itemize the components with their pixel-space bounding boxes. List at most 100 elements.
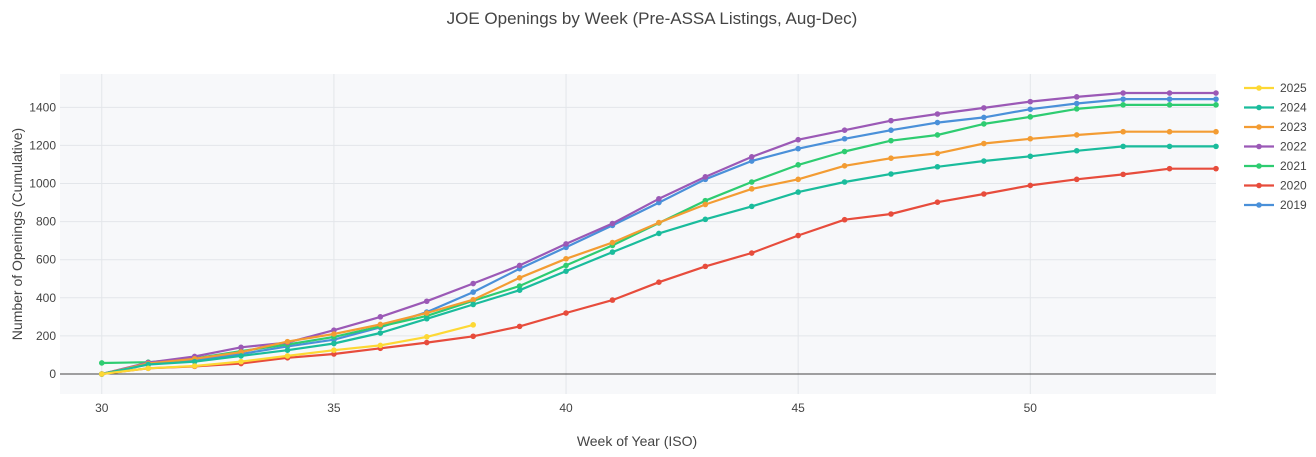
data-point-2023[interactable] [284,338,291,345]
data-point-2023[interactable] [1166,128,1173,135]
data-point-2020[interactable] [748,250,755,256]
data-point-2020[interactable] [470,333,476,340]
data-point-2019[interactable] [795,145,801,152]
data-point-2021[interactable] [981,121,987,127]
legend-item-2021[interactable]: 2021 [1244,159,1307,173]
data-point-2024[interactable] [656,230,662,237]
data-point-2020[interactable] [516,323,523,330]
data-point-2025[interactable] [191,363,198,369]
data-point-2020[interactable] [423,339,430,346]
data-point-2023[interactable] [377,321,384,328]
data-point-2024[interactable] [516,287,523,293]
data-point-2024[interactable] [1213,143,1219,150]
data-point-2025[interactable] [470,322,476,328]
data-point-2022[interactable] [1027,98,1034,105]
data-point-2024[interactable] [470,301,476,308]
legend[interactable]: 2025 2024 2023 2022 2021 2020 2019 [1244,81,1307,212]
data-point-2021[interactable] [934,132,941,138]
data-point-2024[interactable] [1073,147,1080,154]
data-point-2021[interactable] [98,360,105,366]
data-point-2023[interactable] [981,140,987,147]
data-point-2024[interactable] [423,315,430,322]
data-point-2022[interactable] [888,117,894,124]
data-point-2022[interactable] [563,241,569,247]
data-point-2020[interactable] [1166,165,1173,172]
data-point-2020[interactable] [656,279,662,285]
data-point-2020[interactable] [1073,176,1080,183]
legend-item-2024[interactable]: 2024 [1244,101,1307,115]
data-point-2023[interactable] [748,186,755,192]
data-point-2023[interactable] [934,150,941,157]
data-point-2023[interactable] [423,310,430,316]
data-point-2024[interactable] [981,158,987,164]
data-point-2022[interactable] [934,111,941,117]
data-point-2024[interactable] [609,249,616,255]
legend-item-2020[interactable]: 2020 [1244,179,1307,193]
data-point-2024[interactable] [238,353,244,359]
data-point-2021[interactable] [795,162,801,168]
data-point-2025[interactable] [423,334,430,340]
data-point-2025[interactable] [284,353,291,359]
data-point-2025[interactable] [238,358,244,365]
data-point-2023[interactable] [563,255,569,262]
data-point-2025[interactable] [98,371,105,377]
data-point-2019[interactable] [1027,106,1034,113]
data-point-2019[interactable] [934,119,941,126]
data-point-2024[interactable] [1120,143,1126,150]
data-point-2023[interactable] [1073,132,1080,138]
data-point-2022[interactable] [1213,90,1219,96]
data-point-2021[interactable] [563,262,569,269]
data-point-2025[interactable] [377,342,384,349]
legend-item-2023[interactable]: 2023 [1244,120,1307,134]
data-point-2020[interactable] [702,263,709,270]
data-point-2019[interactable] [1073,100,1080,107]
data-point-2019[interactable] [1120,96,1126,102]
data-point-2019[interactable] [470,289,476,295]
data-point-2024[interactable] [331,340,337,347]
data-point-2021[interactable] [1213,102,1219,108]
data-point-2022[interactable] [516,262,523,269]
data-point-2020[interactable] [609,297,616,303]
data-point-2022[interactable] [609,220,616,227]
data-point-2024[interactable] [1166,143,1173,150]
data-point-2024[interactable] [748,203,755,210]
data-point-2023[interactable] [841,163,848,169]
data-point-2021[interactable] [1027,114,1034,120]
data-point-2024[interactable] [563,268,569,274]
data-point-2019[interactable] [841,135,848,142]
legend-item-2025[interactable]: 2025 [1244,81,1307,95]
data-point-2024[interactable] [888,171,894,177]
data-point-2023[interactable] [470,296,476,303]
data-point-2024[interactable] [795,189,801,195]
data-point-2024[interactable] [841,179,848,185]
data-point-2022[interactable] [470,280,476,287]
data-point-2022[interactable] [1166,90,1173,96]
data-point-2020[interactable] [1120,171,1126,178]
data-point-2024[interactable] [191,358,198,365]
series-2023[interactable] [98,128,1219,377]
data-point-2024[interactable] [1027,153,1034,160]
data-point-2021[interactable] [1166,102,1173,108]
data-point-2022[interactable] [656,195,662,202]
data-point-2021[interactable] [748,179,755,185]
data-point-2020[interactable] [1213,165,1219,172]
data-point-2025[interactable] [331,347,337,353]
data-point-2024[interactable] [702,216,709,223]
data-point-2019[interactable] [981,114,987,121]
data-point-2020[interactable] [1027,182,1034,189]
data-point-2021[interactable] [1073,106,1080,112]
series-2024[interactable] [98,143,1219,377]
legend-item-2019[interactable]: 2019 [1244,198,1307,212]
data-point-2019[interactable] [888,127,894,133]
data-point-2025[interactable] [145,365,152,372]
data-point-2022[interactable] [702,174,709,180]
data-point-2019[interactable] [1213,96,1219,102]
series-2025[interactable] [98,322,476,377]
data-point-2021[interactable] [841,148,848,155]
data-point-2022[interactable] [841,127,848,133]
data-point-2023[interactable] [516,275,523,281]
data-point-2022[interactable] [1120,90,1126,96]
data-point-2022[interactable] [1073,94,1080,100]
data-point-2024[interactable] [284,347,291,353]
data-point-2022[interactable] [377,314,384,320]
